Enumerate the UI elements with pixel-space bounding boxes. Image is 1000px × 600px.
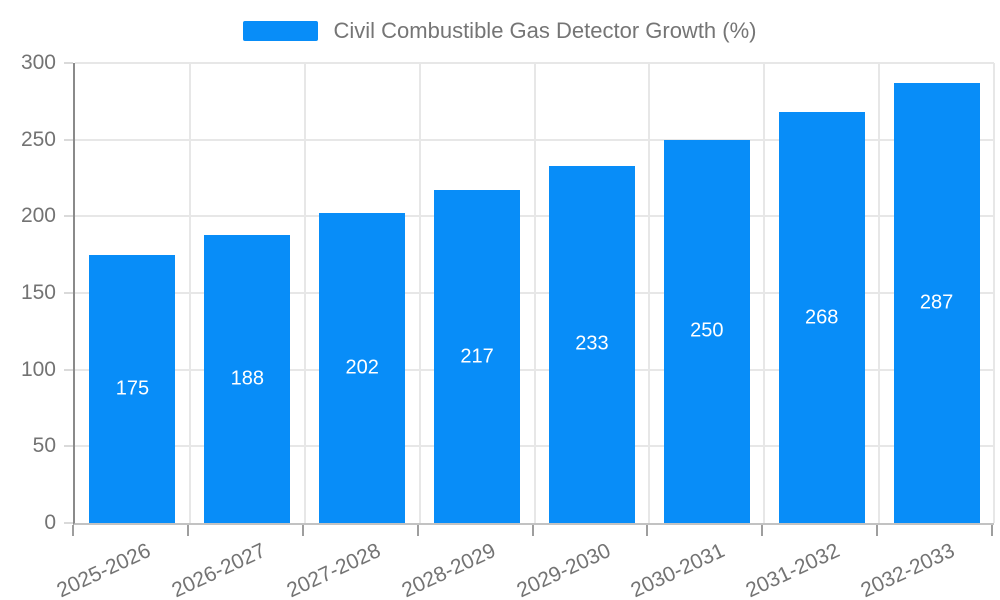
x-axis-tick: [531, 525, 534, 536]
gridline-vertical: [188, 63, 191, 523]
y-axis-tick-label: 150: [20, 281, 56, 304]
bar: 287: [893, 82, 980, 523]
x-axis-tick: [991, 525, 993, 536]
bar-value-label: 202: [345, 356, 379, 379]
legend-label: Civil Combustible Gas Detector Growth (%…: [333, 18, 757, 43]
bar: 250: [663, 139, 750, 523]
bar-value-label: 175: [115, 377, 150, 400]
bar-value-label: 188: [230, 367, 264, 390]
bar: 202: [319, 213, 406, 523]
y-axis-tick: [64, 215, 73, 218]
x-axis-tick: [416, 525, 419, 536]
y-axis-tick: [64, 368, 73, 371]
gridline-vertical: [878, 63, 881, 523]
x-axis-tick: [301, 525, 304, 536]
bar: 217: [434, 190, 521, 523]
gridline-vertical: [303, 63, 306, 523]
x-axis-tick: [761, 525, 764, 536]
bar: 268: [778, 112, 865, 523]
x-axis-tick: [876, 525, 879, 536]
x-axis-tick-label: 2028-2029: [398, 539, 499, 600]
x-axis-tick: [72, 525, 74, 536]
x-axis-tick-label: 2029-2030: [512, 539, 614, 600]
bar: 175: [89, 254, 176, 523]
y-axis-tick: [64, 445, 73, 448]
gridline-vertical: [533, 63, 536, 523]
x-axis-tick: [186, 525, 189, 536]
bar-value-label: 268: [805, 306, 839, 329]
legend-item[interactable]: Civil Combustible Gas Detector Growth (%…: [0, 14, 1000, 48]
x-axis-tick-label: 2025-2026: [53, 539, 155, 600]
bar-value-label: 233: [575, 332, 609, 355]
gridline-vertical: [993, 63, 995, 523]
y-axis-tick: [64, 522, 73, 524]
y-axis-tick-label: 50: [32, 434, 56, 458]
x-axis-tick-label: 2027-2028: [283, 539, 384, 600]
y-axis-tick-label: 250: [20, 127, 56, 151]
gridline-vertical: [763, 63, 766, 523]
x-axis-tick: [646, 525, 649, 536]
y-axis-tick-label: 300: [20, 51, 56, 74]
y-axis-tick: [64, 138, 73, 141]
x-axis-tick-label: 2026-2027: [168, 539, 270, 600]
bar: 233: [548, 165, 635, 523]
y-axis-tick-label: 200: [20, 204, 56, 228]
y-axis-tick-label: 0: [44, 511, 56, 534]
y-axis-tick-label: 100: [20, 357, 56, 381]
bar-value-label: 217: [460, 345, 494, 368]
x-axis-tick-label: 2032-2033: [857, 539, 959, 600]
x-axis-tick-label: 2030-2031: [627, 539, 729, 600]
plot-area: 175 188 202 217 233 250 268 287: [73, 62, 995, 525]
gridline-vertical: [648, 63, 651, 523]
y-axis-tick: [64, 62, 73, 64]
gridline-vertical: [418, 63, 421, 523]
bar: 188: [204, 234, 291, 523]
x-axis-tick-label: 2031-2032: [742, 539, 844, 600]
bar-value-label: 287: [919, 291, 954, 314]
legend-swatch-icon: [243, 21, 319, 41]
bar-value-label: 250: [690, 319, 724, 342]
y-axis-tick: [64, 292, 73, 294]
